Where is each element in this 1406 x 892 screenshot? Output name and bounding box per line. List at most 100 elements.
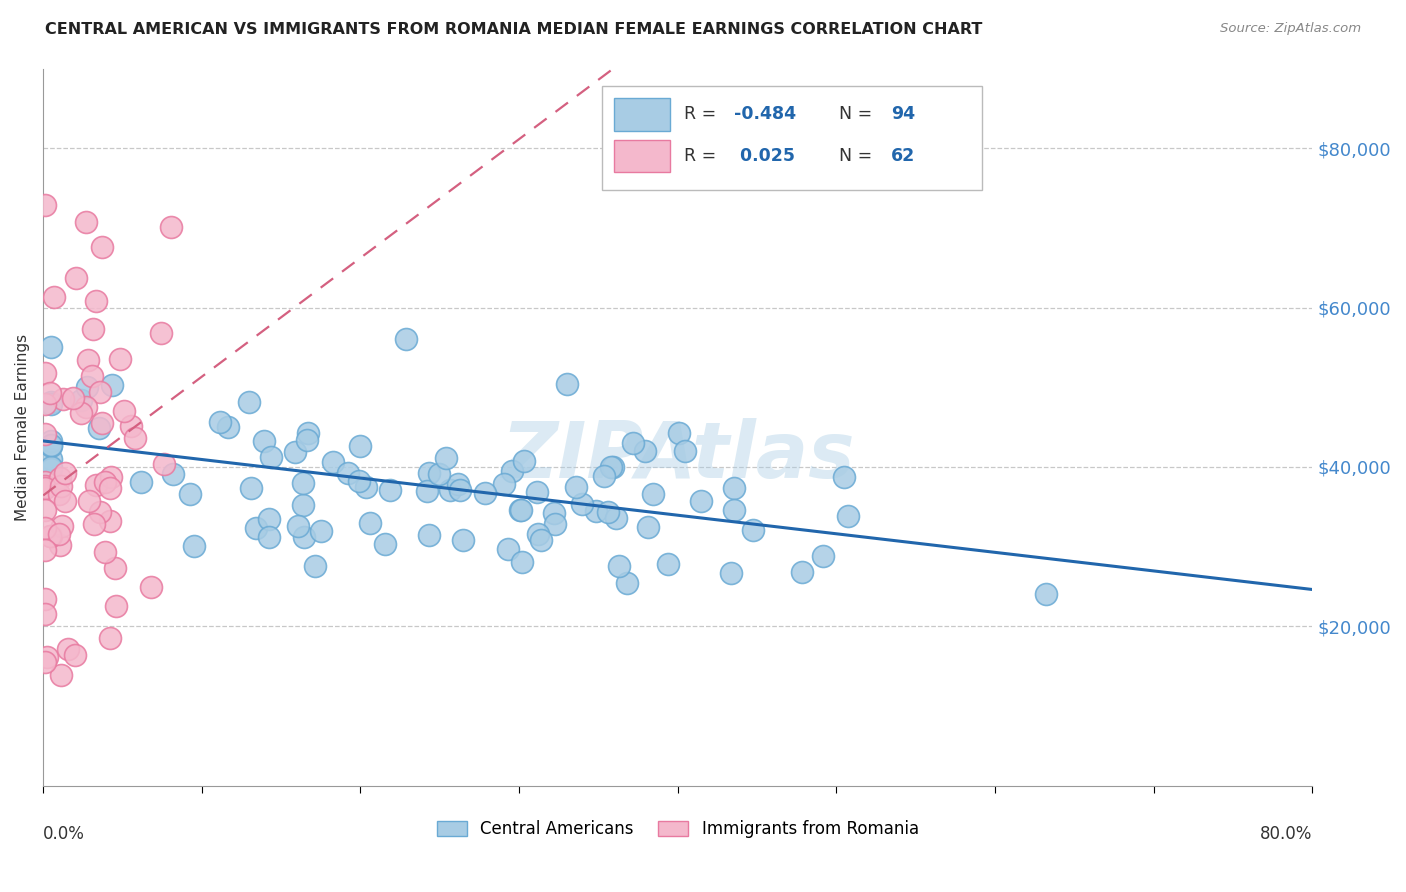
FancyBboxPatch shape xyxy=(614,98,671,131)
Point xyxy=(39,397,62,411)
Point xyxy=(39,460,62,475)
Point xyxy=(104,561,127,575)
Point xyxy=(183,539,205,553)
Point xyxy=(34,479,56,493)
Point xyxy=(723,503,745,517)
Point xyxy=(34,475,56,490)
Point xyxy=(359,516,381,530)
Point xyxy=(51,667,73,681)
Point xyxy=(260,450,283,465)
Text: 62: 62 xyxy=(891,147,915,165)
Point xyxy=(596,505,619,519)
Point xyxy=(129,475,152,489)
Point xyxy=(565,480,588,494)
Point xyxy=(336,466,359,480)
Point xyxy=(354,480,377,494)
Point xyxy=(415,483,437,498)
Point xyxy=(347,475,370,489)
Point xyxy=(723,481,745,495)
Point xyxy=(509,503,531,517)
Point xyxy=(90,240,112,254)
Point xyxy=(555,377,578,392)
Point xyxy=(418,466,440,480)
Point xyxy=(114,404,136,418)
Point xyxy=(39,529,62,543)
Point xyxy=(34,426,56,441)
Point xyxy=(87,421,110,435)
Point xyxy=(427,467,450,482)
Point xyxy=(641,487,664,501)
Point xyxy=(38,386,60,401)
Point xyxy=(501,464,523,478)
Point xyxy=(56,642,79,657)
Point xyxy=(543,506,565,520)
Point xyxy=(52,392,75,407)
Point xyxy=(634,444,657,458)
Text: ZIPAtlas: ZIPAtlas xyxy=(501,417,855,493)
Point xyxy=(124,431,146,445)
Point xyxy=(63,648,86,662)
Point xyxy=(49,471,72,485)
Point xyxy=(837,508,859,523)
Point xyxy=(284,445,307,459)
Point xyxy=(75,401,97,415)
Point xyxy=(70,393,93,408)
Point xyxy=(49,538,72,552)
Point xyxy=(530,533,553,547)
Point xyxy=(292,499,315,513)
Point xyxy=(139,580,162,594)
Point xyxy=(451,533,474,547)
Point xyxy=(89,505,111,519)
Point xyxy=(39,394,62,409)
Point xyxy=(65,271,87,285)
Point xyxy=(48,527,70,541)
Point xyxy=(34,655,56,669)
Point xyxy=(75,215,97,229)
Point xyxy=(600,459,623,474)
Point xyxy=(378,483,401,497)
Point xyxy=(527,527,550,541)
Point xyxy=(245,521,267,535)
Point xyxy=(297,426,319,441)
Point xyxy=(159,220,181,235)
Point xyxy=(53,494,76,508)
Point xyxy=(607,558,630,573)
Point xyxy=(239,482,262,496)
Point xyxy=(585,504,607,518)
Point xyxy=(510,555,533,569)
Point xyxy=(76,380,98,394)
Point xyxy=(616,576,638,591)
Text: 0.0%: 0.0% xyxy=(44,825,86,843)
Point xyxy=(34,607,56,621)
Point xyxy=(39,529,62,543)
Point xyxy=(395,332,418,346)
Point xyxy=(39,434,62,449)
Text: 80.0%: 80.0% xyxy=(1260,825,1312,843)
Point xyxy=(637,520,659,534)
FancyBboxPatch shape xyxy=(602,87,983,190)
Point xyxy=(39,461,62,475)
Point xyxy=(48,487,70,501)
Point xyxy=(832,470,855,484)
Point xyxy=(83,516,105,531)
Point xyxy=(304,559,326,574)
Point xyxy=(162,467,184,482)
Text: Source: ZipAtlas.com: Source: ZipAtlas.com xyxy=(1220,22,1361,36)
Point xyxy=(253,434,276,448)
Point xyxy=(34,542,56,557)
Point xyxy=(39,451,62,466)
Point xyxy=(39,439,62,453)
Point xyxy=(720,566,742,581)
Point xyxy=(51,518,73,533)
Point xyxy=(89,384,111,399)
Point xyxy=(811,549,834,563)
Point xyxy=(34,366,56,380)
Point xyxy=(70,406,93,420)
Point xyxy=(474,486,496,500)
Point xyxy=(257,511,280,525)
Point xyxy=(37,650,59,665)
Point xyxy=(34,591,56,606)
Point xyxy=(689,494,711,508)
Point xyxy=(287,518,309,533)
Point xyxy=(322,455,344,469)
